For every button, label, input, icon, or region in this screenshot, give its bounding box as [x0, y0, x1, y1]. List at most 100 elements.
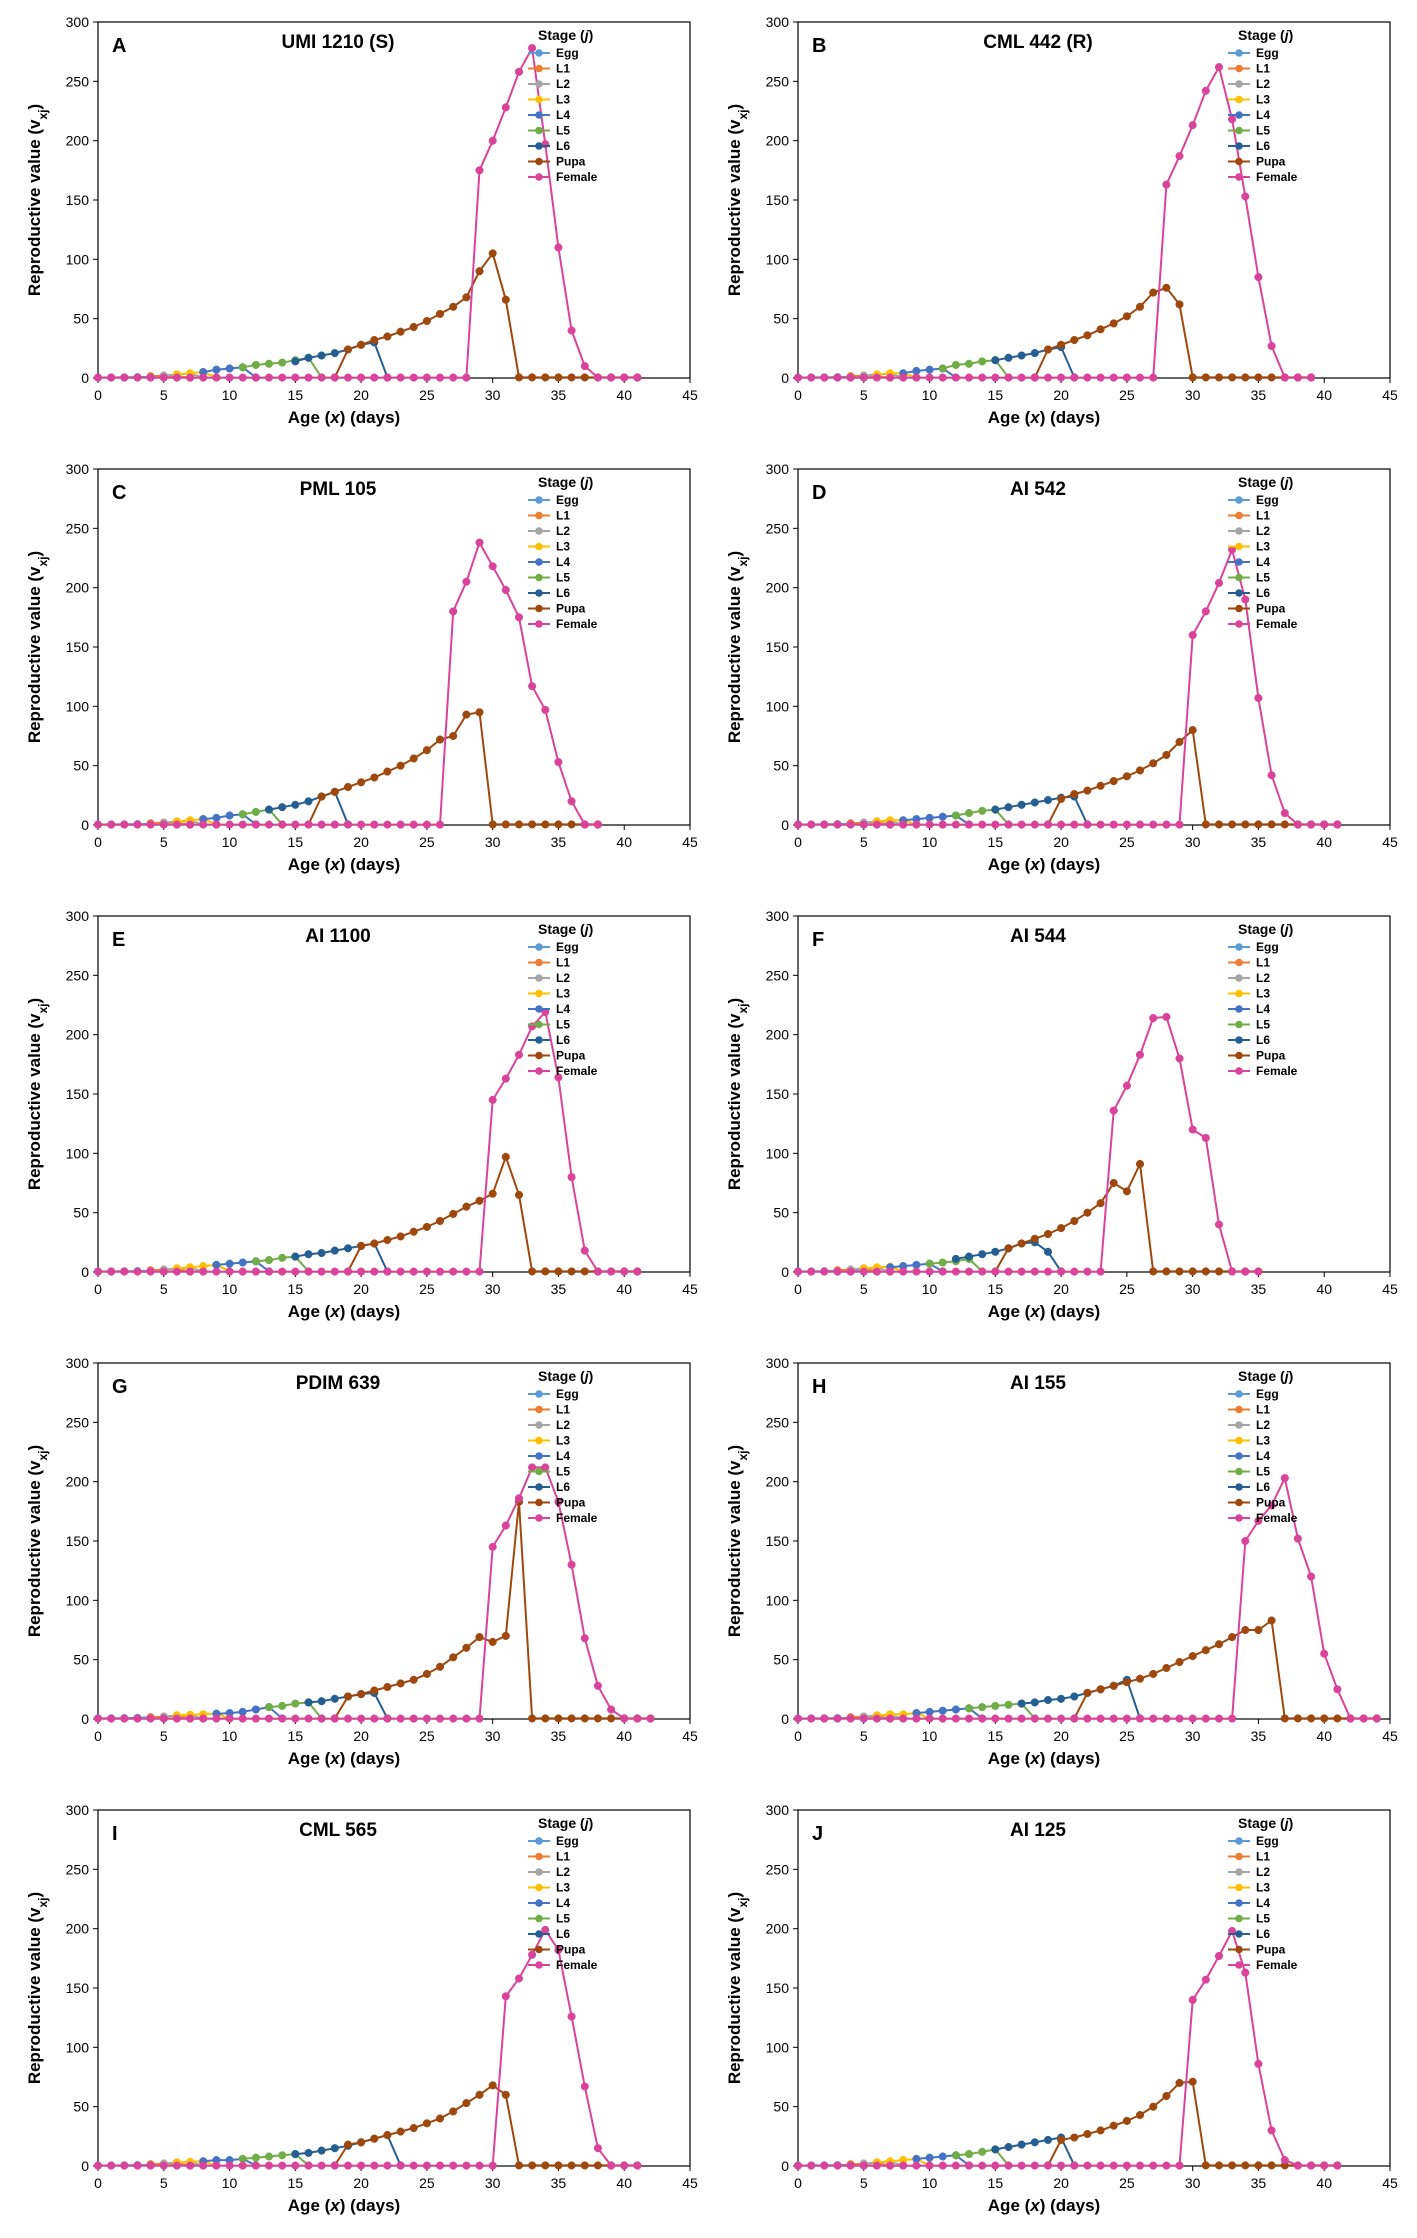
data-point	[251, 360, 260, 369]
data-point	[317, 351, 326, 360]
legend-label: Pupa	[556, 155, 586, 169]
legend-item-l1: L1	[528, 509, 570, 523]
data-point	[159, 2161, 168, 2170]
legend-title: Stage (j)	[538, 1368, 593, 1384]
data-point	[580, 1267, 589, 1276]
x-tick-label: 35	[1251, 1728, 1267, 1744]
legend-item-l2: L2	[1228, 1418, 1270, 1432]
legend-item-l4: L4	[528, 1449, 570, 1463]
data-point	[449, 607, 458, 616]
data-point	[541, 705, 550, 714]
data-point	[964, 359, 974, 368]
data-point	[370, 1686, 379, 1695]
data-point	[646, 1714, 655, 1723]
data-point	[1122, 373, 1131, 382]
legend-item-l2: L2	[528, 524, 570, 538]
data-point	[370, 773, 379, 782]
data-point	[1267, 771, 1276, 780]
data-point	[978, 357, 987, 366]
data-point	[343, 2140, 353, 2149]
legend-label: L5	[556, 124, 570, 138]
data-point	[938, 1267, 947, 1276]
series-line	[176, 818, 217, 826]
legend-swatch-marker	[1235, 620, 1243, 628]
legend-label: L4	[1256, 1002, 1270, 1016]
x-axis-label: Age (x) (days)	[988, 408, 1100, 427]
data-point	[317, 792, 326, 801]
data-point	[593, 373, 602, 382]
data-point	[1135, 766, 1145, 775]
data-point	[1043, 2135, 1053, 2144]
x-tick-label: 25	[419, 1728, 435, 1744]
data-point	[93, 820, 103, 829]
data-point	[1135, 1714, 1145, 1723]
panel-letter: I	[112, 1823, 118, 1845]
data-point	[475, 708, 484, 717]
legend-item-pupa: Pupa	[1228, 1496, 1286, 1510]
data-point	[991, 805, 1000, 814]
data-point	[1135, 2110, 1145, 2120]
data-point	[1083, 2161, 1092, 2170]
data-point	[1267, 2161, 1276, 2170]
data-point	[1228, 373, 1237, 382]
data-point	[872, 2161, 881, 2170]
data-point	[396, 1679, 405, 1688]
data-point	[357, 2138, 366, 2147]
legend-item-l3: L3	[528, 1434, 570, 1448]
data-point	[793, 820, 803, 829]
data-point	[1254, 2059, 1263, 2068]
y-tick-label: 250	[766, 1414, 790, 1430]
data-point	[820, 1267, 829, 1276]
data-point	[488, 1095, 497, 1104]
legend-swatch-marker	[535, 1945, 543, 1954]
data-point	[567, 326, 576, 335]
y-tick-label: 250	[766, 1861, 790, 1877]
data-point	[807, 1714, 816, 1723]
data-point	[172, 1267, 181, 1276]
data-point	[991, 1267, 1000, 1276]
data-point	[93, 1714, 103, 1723]
data-point	[251, 1257, 260, 1266]
data-point	[1201, 1267, 1210, 1276]
data-point	[1267, 373, 1276, 382]
legend-label: Pupa	[1256, 1049, 1286, 1063]
data-point	[212, 373, 221, 382]
legend-item-l5: L5	[1228, 124, 1270, 138]
x-tick-label: 0	[794, 1281, 802, 1297]
data-point	[964, 809, 974, 818]
data-point	[1149, 820, 1158, 829]
legend-item-l4: L4	[528, 555, 570, 569]
data-point	[264, 373, 274, 382]
panel-letter: H	[812, 1376, 826, 1398]
chart-svg: 0 50 100 150 200 250 300 0 5 10 15 20 25 30 35 40 45 Age …	[25, 461, 698, 874]
data-point	[422, 373, 431, 382]
x-tick-label: 40	[1316, 1728, 1332, 1744]
data-point	[1162, 820, 1171, 829]
data-point	[186, 1714, 195, 1723]
legend-label: Pupa	[1256, 1496, 1286, 1510]
data-point	[1254, 2161, 1263, 2170]
chart-title: CML 565	[299, 1820, 377, 1841]
y-axis-label: Reproductive value (vxj)	[725, 551, 750, 743]
data-point	[528, 682, 537, 691]
legend-label: L2	[556, 971, 570, 985]
data-point	[1017, 373, 1026, 382]
x-tick-label: 45	[682, 834, 698, 850]
y-tick-label: 250	[66, 967, 90, 983]
data-point	[580, 373, 589, 382]
data-point	[304, 1698, 313, 1707]
data-point	[1280, 373, 1289, 382]
data-point	[1175, 1054, 1184, 1063]
data-point	[501, 295, 510, 304]
data-point	[1096, 1685, 1105, 1694]
y-tick-label: 200	[766, 1921, 790, 1937]
data-point	[422, 1669, 431, 1678]
data-point	[409, 2161, 418, 2170]
y-tick-label: 300	[766, 1355, 790, 1371]
data-point	[462, 2099, 471, 2108]
y-tick-label: 0	[781, 370, 789, 386]
data-point	[357, 778, 366, 787]
legend-item-egg: Egg	[1228, 1387, 1279, 1401]
data-point	[343, 1692, 353, 1701]
x-axis-label: Age (x) (days)	[288, 2196, 400, 2215]
